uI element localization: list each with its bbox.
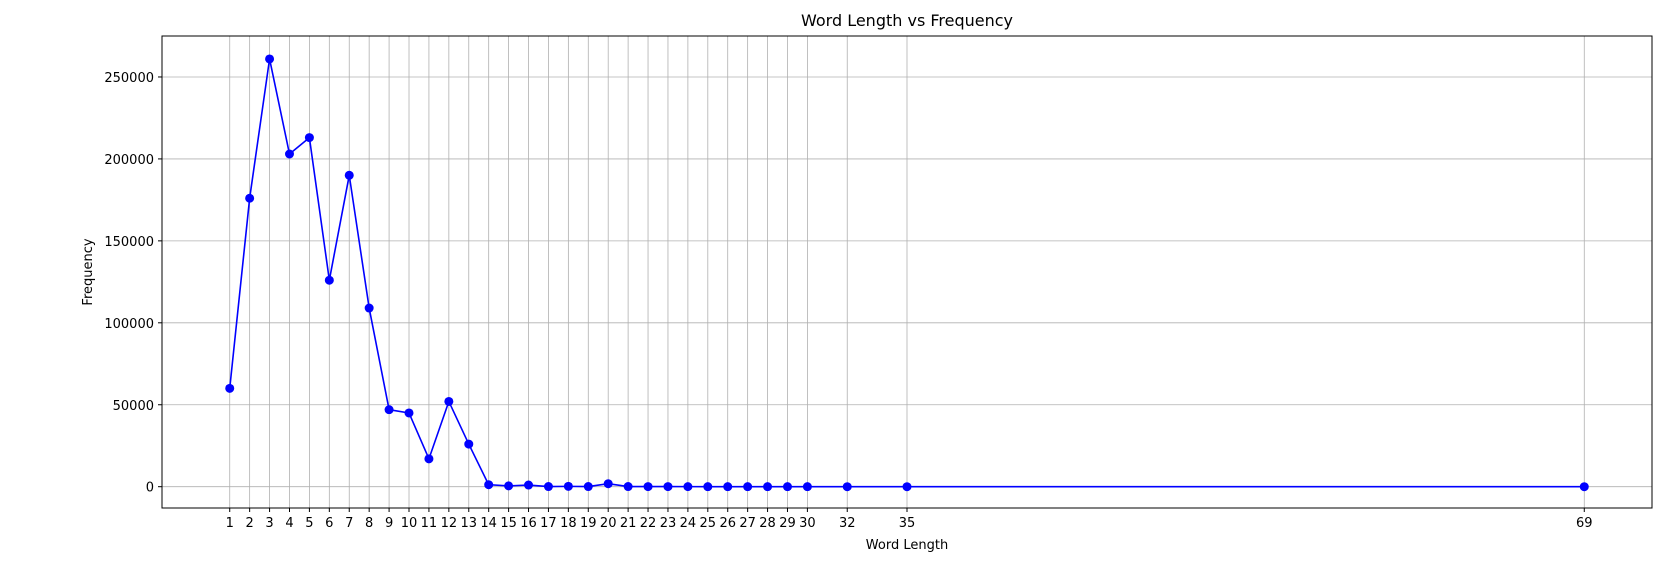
- data-point: [782, 482, 792, 492]
- x-tick-label: 3: [265, 516, 273, 531]
- x-tick-label: 21: [620, 516, 637, 531]
- data-point: [364, 303, 374, 313]
- x-tick-label: 5: [305, 516, 313, 531]
- x-tick-label: 15: [500, 516, 517, 531]
- data-point: [424, 454, 434, 464]
- x-tick-label: 18: [560, 516, 577, 531]
- x-tick-label: 19: [580, 516, 597, 531]
- x-tick-label: 69: [1576, 516, 1593, 531]
- x-tick-label: 12: [441, 516, 458, 531]
- data-point: [703, 482, 713, 492]
- chart-title: Word Length vs Frequency: [801, 11, 1013, 30]
- x-tick-label: 7: [345, 516, 353, 531]
- y-tick-label: 250000: [104, 71, 154, 86]
- x-axis: 1 2 3 4 5 6 7 8 9 10 11 12 13 14 15 16 17 18 19 20 21 22 23 24 2…: [226, 508, 1593, 531]
- x-tick-label: 13: [460, 516, 477, 531]
- data-point: [504, 481, 514, 491]
- data-point: [1579, 482, 1589, 492]
- data-point: [842, 482, 852, 492]
- grid-lines: [162, 36, 1652, 508]
- x-tick-label: 23: [660, 516, 677, 531]
- y-tick-label: 0: [146, 481, 154, 496]
- data-point: [324, 275, 334, 285]
- data-point: [543, 482, 553, 492]
- x-tick-label: 24: [680, 516, 697, 531]
- data-point: [384, 405, 394, 415]
- data-point: [484, 480, 494, 490]
- x-tick-label: 9: [385, 516, 393, 531]
- data-point: [643, 482, 653, 492]
- x-tick-label: 4: [285, 516, 293, 531]
- x-tick-label: 16: [520, 516, 537, 531]
- data-point: [344, 170, 354, 180]
- x-tick-label: 35: [899, 516, 916, 531]
- data-point: [524, 480, 534, 490]
- data-point: [623, 482, 633, 492]
- x-axis-label: Word Length: [866, 538, 948, 553]
- data-point: [583, 482, 593, 492]
- data-point: [404, 408, 414, 418]
- data-point: [304, 133, 314, 143]
- data-point: [743, 482, 753, 492]
- data-point: [284, 149, 294, 159]
- x-tick-label: 17: [540, 516, 557, 531]
- data-point: [444, 396, 454, 406]
- y-tick-label: 100000: [104, 317, 154, 332]
- x-tick-label: 28: [759, 516, 776, 531]
- data-point: [902, 482, 912, 492]
- y-axis: 0 50000 100000 150000 200000 250000: [104, 71, 162, 496]
- x-tick-label: 2: [246, 516, 254, 531]
- data-point: [603, 479, 613, 489]
- x-tick-label: 1: [226, 516, 234, 531]
- data-point: [265, 54, 275, 64]
- x-tick-label: 30: [799, 516, 816, 531]
- x-tick-label: 6: [325, 516, 333, 531]
- data-point: [683, 482, 693, 492]
- data-point: [763, 482, 773, 492]
- x-tick-label: 11: [421, 516, 438, 531]
- x-tick-label: 26: [719, 516, 736, 531]
- x-tick-label: 8: [365, 516, 373, 531]
- x-tick-label: 29: [779, 516, 796, 531]
- data-point: [663, 482, 673, 492]
- x-tick-label: 27: [739, 516, 756, 531]
- data-point: [464, 439, 474, 449]
- x-tick-label: 20: [600, 516, 617, 531]
- x-tick-label: 25: [700, 516, 717, 531]
- data-point: [563, 481, 573, 491]
- y-tick-label: 150000: [104, 235, 154, 250]
- x-tick-label: 10: [401, 516, 418, 531]
- y-tick-label: 50000: [113, 399, 154, 414]
- data-point: [225, 383, 235, 393]
- x-tick-label: 22: [640, 516, 657, 531]
- data-point: [723, 482, 733, 492]
- data-series: [225, 54, 1589, 492]
- x-tick-label: 32: [839, 516, 856, 531]
- y-tick-label: 200000: [104, 153, 154, 168]
- data-point: [802, 482, 812, 492]
- data-point: [245, 193, 255, 203]
- y-axis-label: Frequency: [81, 238, 96, 305]
- x-tick-label: 14: [480, 516, 497, 531]
